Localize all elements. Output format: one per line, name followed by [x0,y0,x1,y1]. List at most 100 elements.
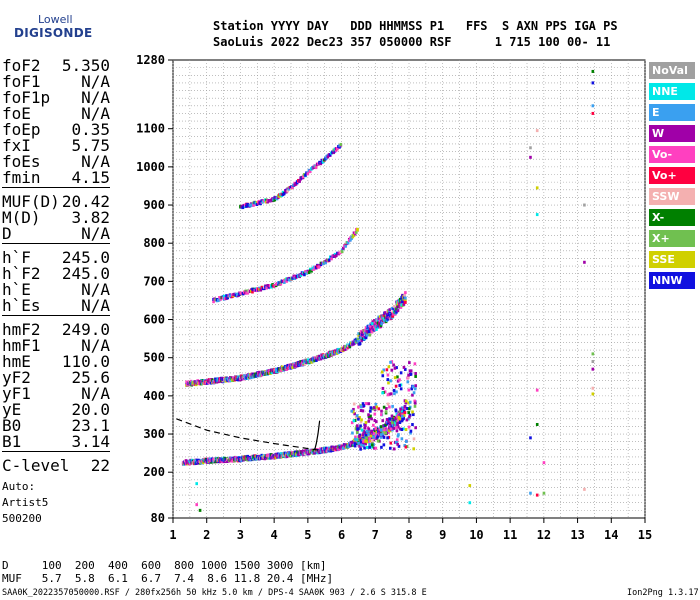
echo-point [279,282,283,286]
spread-echo-point [369,414,372,418]
echo-point [185,380,188,384]
param-name: fmin [2,168,41,187]
param-separator [2,243,110,244]
spread-echo-point [360,443,363,447]
spread-echo-point [394,441,398,445]
spread-echo-point [367,402,371,406]
spread-echo-point [396,379,400,383]
autoscale-label: Auto: [2,480,36,493]
spread-echo-point [393,392,396,396]
param-row: foE N/A [2,104,110,123]
spread-echo-point [400,428,404,432]
spread-echo-point [395,426,398,430]
spread-echo-point [372,432,376,436]
param-name: MUF(D) [2,192,60,211]
scattered-echo [591,104,595,108]
scattered-echo [591,352,595,356]
echo-point [304,269,307,273]
spread-echo-point [375,405,379,409]
echo-point [200,461,204,465]
echo-point [400,296,403,300]
x-tick-label: 5 [304,528,311,542]
spread-echo-point [353,412,356,416]
echo-point [280,368,283,372]
echo-point [364,331,367,335]
echo-point [403,293,406,297]
echo-point [246,454,250,458]
echo-point [286,189,290,193]
legend-item: X- [649,209,695,226]
spread-echo-point [352,402,356,406]
spread-echo-point [351,410,355,414]
echo-point [379,323,383,327]
param-row: yE 20.0 [2,400,110,419]
legend-item: NNW [649,272,695,289]
spread-echo-point [372,423,375,427]
autoscale-code: 500200 [2,512,42,525]
x-tick-label: 14 [604,528,618,542]
param-value: N/A [81,336,110,355]
spread-echo-point [389,392,393,396]
echo-point [226,296,230,300]
echo-point [375,430,379,434]
spread-echo-point [358,426,362,430]
spread-echo-point [352,407,355,411]
scattered-echo [468,501,472,505]
param-row: hmE 110.0 [2,352,110,371]
footer-version: Ion2Png 1.3.17 [627,588,699,598]
param-value: 110.0 [61,352,110,371]
scattered-echo [591,386,595,390]
y-tick-label: 1280 [136,53,165,67]
echo-point [396,309,400,313]
spread-echo-point [385,368,389,372]
spread-echo-point [402,427,405,431]
echo-point [403,411,407,415]
echo-point [259,288,263,292]
echo-point [334,253,338,257]
echo-point [219,297,222,301]
scattered-echo [583,203,586,207]
spread-echo-point [361,433,365,437]
echo-point [385,316,389,320]
scattered-echo [195,482,198,486]
spread-echo-point [364,402,368,406]
spread-echo-point [350,421,354,425]
spread-echo-point [400,419,404,423]
echo-point [364,442,367,446]
spread-echo-point [387,365,391,369]
spread-echo-point [374,402,378,406]
scattered-echo [591,69,595,73]
spread-echo-point [355,414,359,418]
scattered-echo [529,491,532,495]
echo-point [328,153,332,157]
param-value: 25.6 [71,368,110,387]
spread-echo-point [409,431,412,435]
echo-point [355,340,358,344]
echo-point [245,204,248,208]
param-name: foEs [2,152,41,171]
spread-echo-point [395,390,398,394]
spread-echo-point [375,420,378,424]
spread-echo-point [367,413,370,417]
echo-point [308,170,312,174]
echo-point [384,423,388,427]
echo-point [363,337,366,341]
spread-echo-point [399,414,403,418]
spread-echo-point [392,447,396,451]
echo-point [360,338,363,342]
echo-point [374,429,377,433]
param-value: 22 [90,456,110,475]
echo-point [365,333,369,337]
spread-echo-point [370,439,374,443]
echo-point [404,299,407,303]
spread-echo-point [405,439,408,443]
echo-point [390,307,394,311]
spread-echo-point [388,392,391,396]
spread-echo-point [390,414,394,418]
logo-lowell: Lowell [38,13,73,26]
spread-echo-point [384,431,387,435]
spread-echo-point [403,367,407,371]
echo-point [379,425,383,429]
echo-point [312,448,316,452]
x-tick-label: 15 [638,528,652,542]
